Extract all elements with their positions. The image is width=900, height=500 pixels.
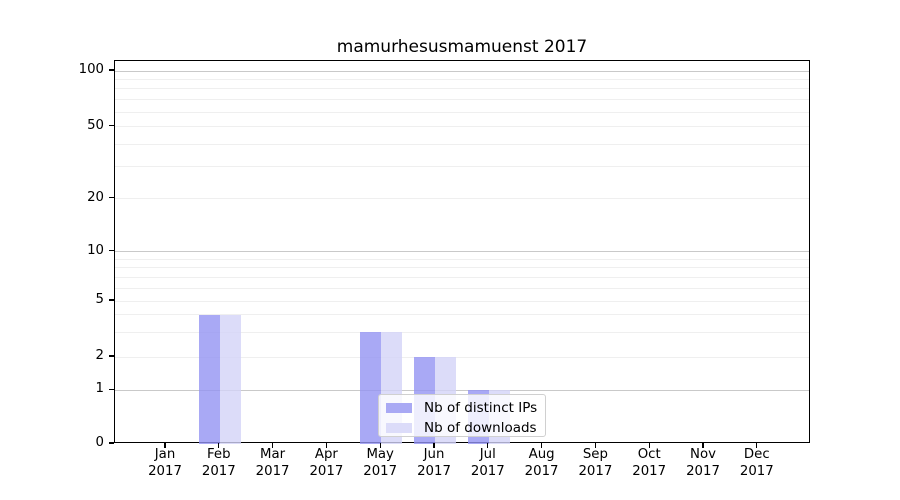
- x-tick-mark: [541, 443, 543, 448]
- x-tick-month: Feb: [207, 447, 231, 462]
- x-tick-year: 2017: [524, 464, 559, 479]
- minor-gridline: [115, 111, 809, 113]
- x-tick-mark: [218, 443, 220, 448]
- x-tick-label: Oct 2017: [617, 446, 681, 480]
- x-tick-year: 2017: [578, 464, 613, 479]
- plot-area: Nb of distinct IPs Nb of downloads: [114, 60, 810, 444]
- decade-gridline: [115, 251, 809, 253]
- x-tick-mark: [756, 443, 758, 448]
- x-tick-year: 2017: [417, 464, 451, 479]
- minor-gridline: [115, 88, 809, 90]
- y-tick-mark: [108, 125, 114, 127]
- x-tick-label: Apr 2017: [294, 446, 358, 480]
- y-tick-label: 100: [78, 62, 104, 77]
- legend-item-label: Nb of distinct IPs: [424, 400, 538, 416]
- minor-gridline: [115, 198, 809, 200]
- y-tick-mark: [108, 388, 114, 390]
- y-tick-label: 2: [95, 348, 104, 363]
- x-tick-year: 2017: [739, 464, 774, 479]
- x-tick-label: Dec 2017: [725, 446, 789, 480]
- minor-gridline: [115, 143, 809, 145]
- x-tick-month: Nov: [690, 447, 716, 462]
- x-tick-label: May 2017: [348, 446, 412, 480]
- x-tick-mark: [702, 443, 704, 448]
- x-tick-mark: [487, 443, 489, 448]
- y-tick-mark: [108, 250, 114, 252]
- x-tick-label: Feb 2017: [187, 446, 251, 480]
- legend-item: Nb of downloads: [379, 418, 545, 438]
- x-tick-mark: [164, 443, 166, 448]
- y-tick-mark: [108, 299, 114, 301]
- x-tick-year: 2017: [309, 464, 344, 479]
- minor-gridline: [115, 276, 809, 278]
- decade-gridline: [115, 389, 809, 391]
- x-tick-label: Jan 2017: [133, 446, 197, 480]
- legend-item-label: Nb of downloads: [424, 420, 537, 436]
- bar-distinct-ips: [360, 332, 382, 444]
- x-tick-mark: [379, 443, 381, 448]
- minor-gridline: [115, 331, 809, 333]
- bar-downloads: [219, 314, 241, 444]
- minor-gridline: [115, 300, 809, 302]
- x-tick-label: Mar 2017: [241, 446, 305, 480]
- x-tick-label: Sep 2017: [563, 446, 627, 480]
- minor-gridline: [115, 99, 809, 101]
- minor-gridline: [115, 166, 809, 168]
- y-tick-label: 50: [87, 117, 104, 133]
- x-tick-label: Jun 2017: [402, 446, 466, 480]
- x-tick-year: 2017: [255, 464, 290, 479]
- minor-gridline: [115, 267, 809, 269]
- x-tick-year: 2017: [201, 464, 236, 479]
- x-tick-month: Jun: [423, 447, 445, 462]
- x-tick-mark: [594, 443, 596, 448]
- x-tick-month: Aug: [528, 447, 555, 462]
- x-tick-month: Oct: [637, 447, 661, 462]
- minor-gridline: [115, 126, 809, 128]
- x-tick-year: 2017: [363, 464, 398, 479]
- x-tick-mark: [272, 443, 274, 448]
- legend-swatch: [386, 423, 412, 433]
- x-tick-label: Nov 2017: [671, 446, 735, 480]
- x-tick-month: Jul: [479, 447, 496, 462]
- x-tick-year: 2017: [632, 464, 667, 479]
- x-tick-mark: [325, 443, 327, 448]
- y-tick-mark: [108, 442, 114, 444]
- y-tick-label: 1: [95, 381, 104, 397]
- x-tick-year: 2017: [148, 464, 182, 479]
- y-tick-mark: [108, 355, 114, 357]
- x-tick-month: Apr: [314, 447, 338, 462]
- legend-item: Nb of distinct IPs: [379, 398, 545, 418]
- bar-distinct-ips: [198, 314, 220, 444]
- minor-gridline: [115, 314, 809, 316]
- y-tick-label: 10: [87, 242, 104, 258]
- x-tick-month: Dec: [743, 447, 770, 462]
- legend-swatch: [386, 403, 412, 413]
- x-tick-label: Aug 2017: [510, 446, 574, 480]
- x-tick-mark: [433, 443, 435, 448]
- chart-title: mamurhesusmamuenst 2017: [336, 37, 588, 57]
- y-tick-label: 0: [95, 435, 104, 450]
- x-tick-mark: [648, 443, 650, 448]
- x-tick-year: 2017: [470, 464, 505, 479]
- minor-gridline: [115, 356, 809, 358]
- x-tick-label: Jul 2017: [456, 446, 520, 480]
- x-tick-month: May: [366, 447, 394, 462]
- y-tick-mark: [108, 69, 114, 71]
- y-tick-mark: [108, 197, 114, 199]
- x-tick-year: 2017: [686, 464, 720, 479]
- minor-gridline: [115, 258, 809, 260]
- decade-gridline: [115, 70, 809, 72]
- y-tick-label: 20: [87, 189, 104, 205]
- x-tick-month: Sep: [582, 447, 608, 462]
- legend: Nb of distinct IPs Nb of downloads: [378, 394, 546, 437]
- x-tick-month: Mar: [260, 447, 286, 462]
- minor-gridline: [115, 78, 809, 80]
- y-tick-label: 5: [95, 292, 104, 307]
- x-tick-month: Jan: [154, 447, 176, 462]
- minor-gridline: [115, 287, 809, 289]
